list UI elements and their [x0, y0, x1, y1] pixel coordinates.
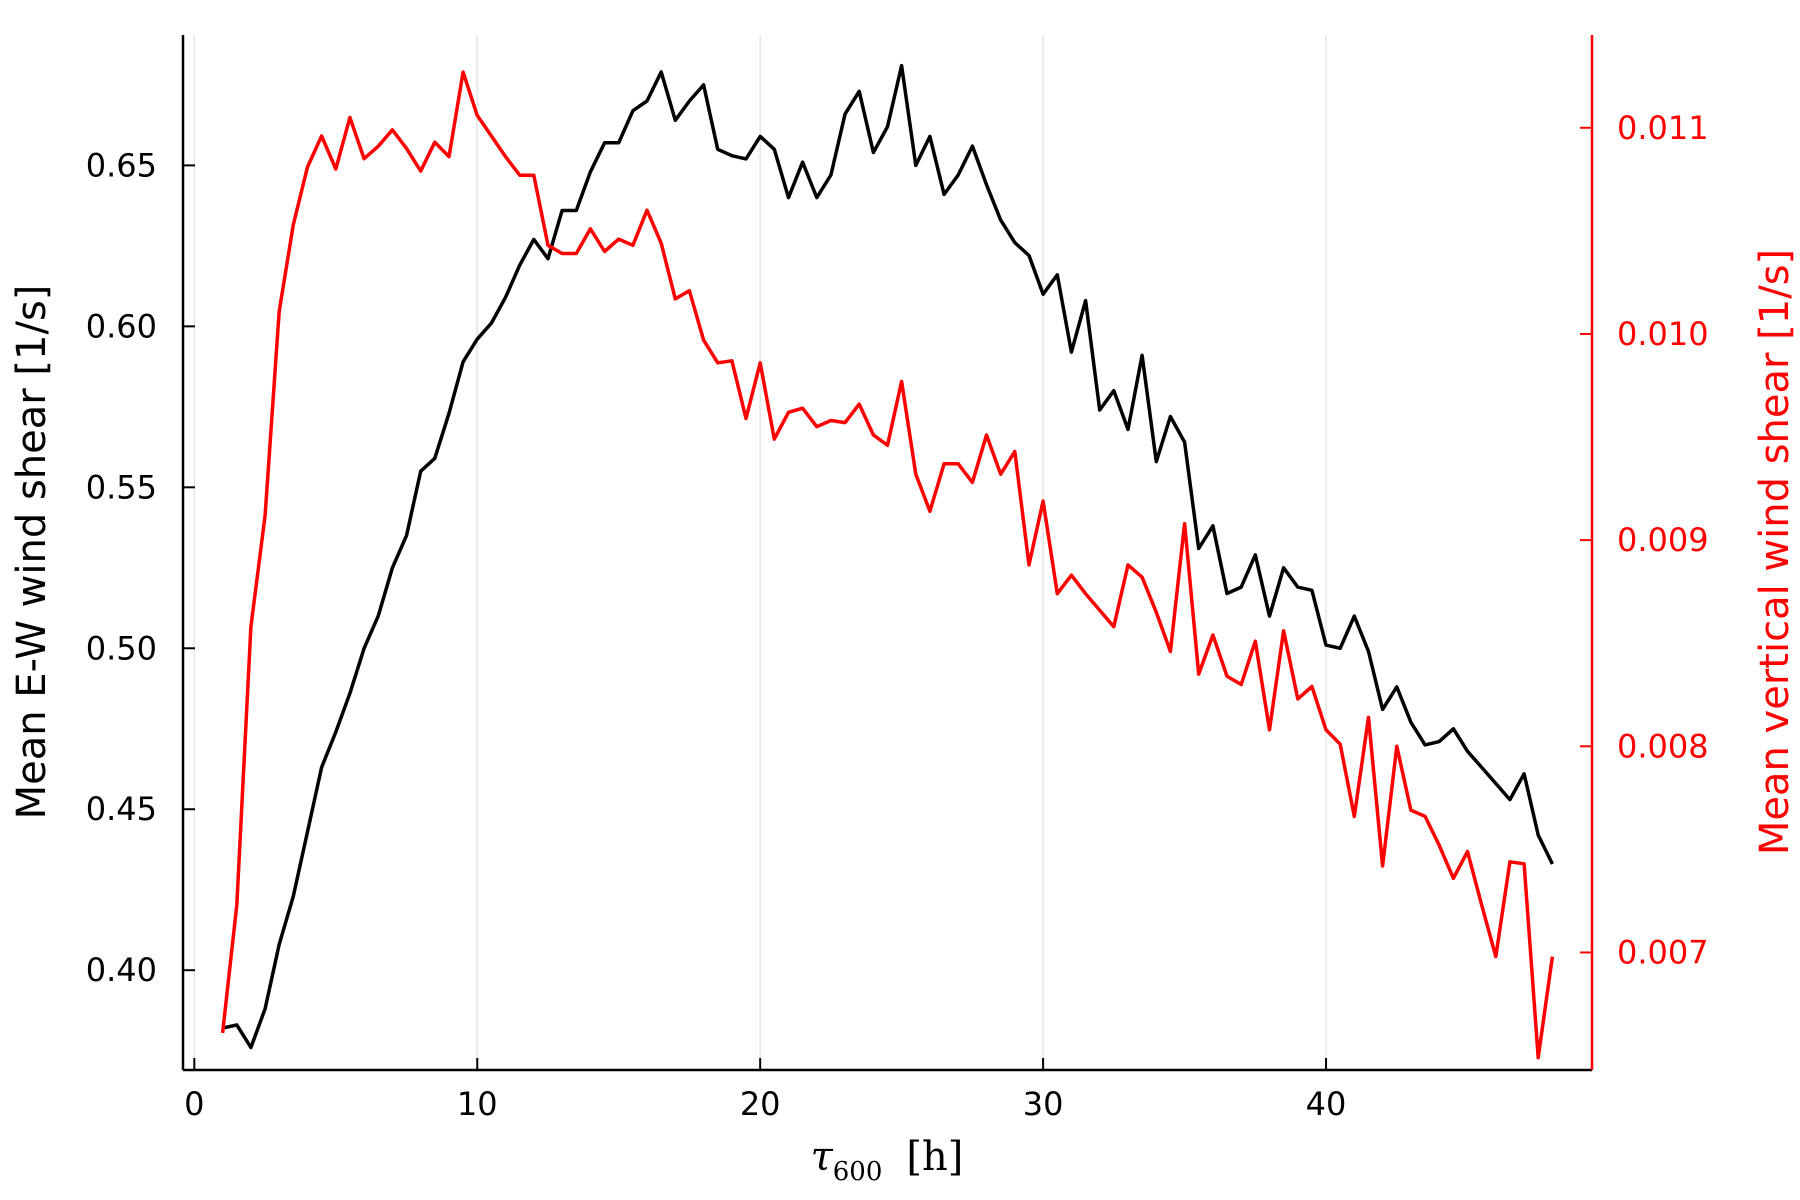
- vertical-wind-shear-line: [220, 70, 1555, 1060]
- x-tick-label: 20: [740, 1085, 781, 1123]
- x-axis-unit: [h]: [906, 1134, 963, 1180]
- y-right-tick-label: 0.011: [1617, 109, 1709, 147]
- y-right-tick-label: 0.007: [1617, 933, 1709, 971]
- x-axis-symbol: τ: [811, 1134, 834, 1180]
- y-left-tick-label: 0.40: [86, 951, 157, 989]
- y-left-tick-label: 0.65: [86, 146, 157, 184]
- y-axis-right-title: Mean vertical wind shear [1/s]: [1752, 249, 1798, 855]
- y-axis-left-title: Mean E-W wind shear [1/s]: [9, 285, 55, 820]
- y-left-tick-label: 0.50: [86, 629, 157, 667]
- y-left-tick-label: 0.55: [86, 468, 157, 506]
- x-tick-label: 30: [1023, 1085, 1064, 1123]
- x-tick-label: 10: [457, 1085, 498, 1123]
- ew-wind-shear-line: [222, 63, 1554, 1050]
- series: [220, 63, 1555, 1060]
- x-tick-label: 0: [184, 1085, 204, 1123]
- x-axis-subscript: 600: [833, 1157, 883, 1187]
- x-axis-title: τ600 [h]: [811, 1134, 964, 1187]
- x-tick-label: 40: [1306, 1085, 1347, 1123]
- y-right-tick-label: 0.009: [1617, 521, 1709, 559]
- y-right-tick-label: 0.008: [1617, 727, 1709, 765]
- grid: [193, 35, 1327, 1070]
- ticks: 0 10 20 30 40 0.40 0.45 0.50 0.55 0.60 0.65 0.007 0.…: [86, 109, 1709, 1123]
- y-left-tick-label: 0.60: [86, 307, 157, 345]
- y-right-tick-label: 0.010: [1617, 315, 1709, 353]
- axes: [181, 35, 1594, 1072]
- y-left-tick-label: 0.45: [86, 790, 157, 828]
